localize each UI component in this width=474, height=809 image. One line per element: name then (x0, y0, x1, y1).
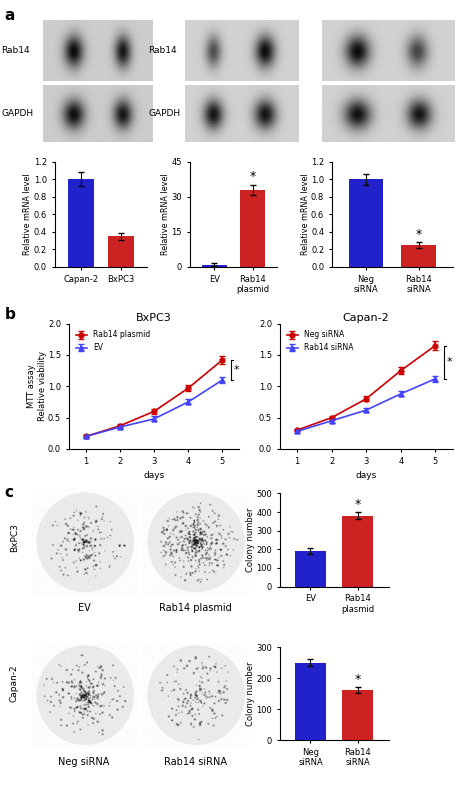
Y-axis label: Relative mRNA level: Relative mRNA level (161, 174, 170, 255)
Bar (202, 265, 227, 267)
Y-axis label: Colony number: Colony number (246, 662, 255, 726)
Text: Rab14 siRNA: Rab14 siRNA (164, 756, 227, 767)
Bar (401, 245, 436, 267)
Text: Rab14: Rab14 (148, 46, 177, 55)
Text: Capan-2  BxPC3: Capan-2 BxPC3 (61, 164, 133, 173)
Text: c: c (5, 485, 14, 501)
Bar (342, 690, 373, 740)
Text: *: * (249, 170, 255, 183)
Bar (342, 516, 373, 587)
Bar (240, 190, 265, 267)
Title: BxPC3: BxPC3 (136, 313, 172, 323)
Text: BxPC3: BxPC3 (210, 207, 240, 216)
Text: Rab14: Rab14 (1, 46, 30, 55)
Bar (295, 551, 326, 587)
Text: *: * (447, 357, 452, 367)
Bar (295, 663, 326, 740)
Text: Neg   Rab14
siRNA   siRNA: Neg Rab14 siRNA siRNA (359, 165, 413, 184)
Text: EV   Rab14
       plasmid: EV Rab14 plasmid (200, 165, 249, 184)
Text: Neg siRNA: Neg siRNA (58, 756, 110, 767)
Legend: Rab14 plasmid, EV: Rab14 plasmid, EV (73, 328, 154, 355)
Bar (68, 180, 94, 267)
Text: Capan-2: Capan-2 (10, 665, 18, 702)
Text: GAPDH: GAPDH (148, 108, 181, 118)
Text: a: a (5, 8, 15, 23)
Y-axis label: Relative mRNA level: Relative mRNA level (23, 174, 32, 255)
Legend: Neg siRNA, Rab14 siRNA: Neg siRNA, Rab14 siRNA (283, 328, 356, 355)
Text: b: b (5, 307, 16, 323)
Text: Capan-2: Capan-2 (366, 207, 406, 216)
Y-axis label: Relative mRNA level: Relative mRNA level (301, 174, 310, 255)
X-axis label: days: days (144, 471, 164, 481)
Text: Rab14 plasmid: Rab14 plasmid (159, 603, 232, 613)
Text: *: * (234, 365, 239, 375)
Y-axis label: Colony number: Colony number (246, 508, 255, 572)
X-axis label: days: days (356, 471, 377, 481)
Bar (349, 180, 383, 267)
Text: GAPDH: GAPDH (1, 108, 33, 118)
Text: *: * (355, 498, 361, 511)
Text: EV: EV (78, 603, 91, 613)
Text: *: * (355, 672, 361, 686)
Y-axis label: MTT assay
Relative viability: MTT assay Relative viability (27, 351, 46, 421)
Bar (108, 236, 134, 267)
Text: BxPC3: BxPC3 (10, 523, 18, 553)
Title: Capan-2: Capan-2 (343, 313, 390, 323)
Text: *: * (415, 227, 422, 241)
